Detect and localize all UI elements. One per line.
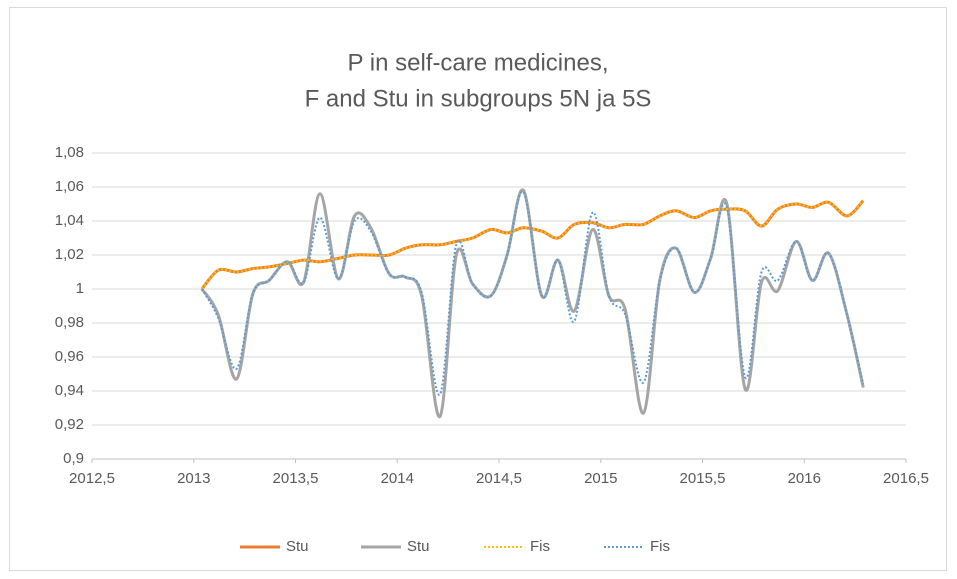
legend-label: Stu [286, 538, 309, 555]
series-line [201, 190, 865, 396]
y-tick-label: 1 [76, 280, 84, 297]
chart-title: P in self-care medicines, [348, 49, 609, 76]
y-tick-label: 1,06 [55, 178, 84, 195]
x-tick-label: 2016,5 [883, 470, 929, 487]
legend-label: Fis [650, 538, 670, 555]
series-line [200, 188, 865, 419]
y-tick-label: 1,02 [55, 246, 84, 263]
chart-title: F and Stu in subgroups 5N ja 5S [305, 85, 652, 112]
x-tick-label: 2015 [584, 470, 617, 487]
y-tick-label: 0,98 [55, 314, 84, 331]
y-tick-label: 0,92 [55, 416, 84, 433]
y-tick-label: 0,9 [63, 450, 84, 467]
x-tick-label: 2015,5 [680, 470, 726, 487]
legend-label: Fis [530, 538, 550, 555]
x-tick-label: 2013 [177, 470, 210, 487]
x-tick-label: 2014 [381, 470, 414, 487]
legend-label: Stu [407, 538, 430, 555]
x-tick-label: 2014,5 [476, 470, 522, 487]
x-tick-label: 2013,5 [273, 470, 319, 487]
y-tick-label: 1,04 [55, 212, 84, 229]
y-tick-label: 1,08 [55, 144, 84, 161]
x-tick-label: 2016 [788, 470, 821, 487]
y-tick-label: 0,94 [55, 382, 84, 399]
x-tick-label: 2012,5 [69, 470, 115, 487]
y-tick-label: 0,96 [55, 348, 84, 365]
series-line [200, 199, 865, 290]
